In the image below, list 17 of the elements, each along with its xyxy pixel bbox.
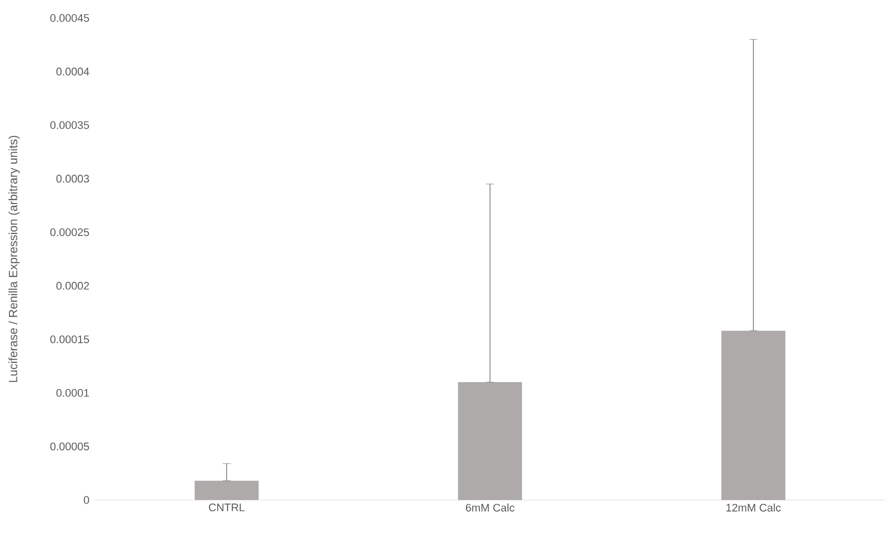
y-tick-label: 0 (84, 496, 90, 504)
y-tick-label: 0.0002 (56, 282, 89, 290)
y-tick-label: 0.0004 (56, 68, 90, 76)
y-tick-label: 0.00045 (50, 14, 90, 22)
bar (721, 330, 786, 500)
y-axis-title: Luciferase / Renilla Expression (arbitrary units) (8, 136, 20, 382)
y-tick-label: 0.00005 (50, 442, 90, 450)
bar (194, 480, 259, 500)
y-tick-label: 0.0001 (56, 389, 89, 397)
bar (458, 382, 522, 500)
y-tick-label: 0.00015 (50, 335, 90, 344)
y-tick-label: 0.0003 (56, 174, 89, 183)
x-tick-label: 6mM Calc (466, 504, 514, 512)
y-tick-label: 0.00035 (50, 121, 90, 129)
x-tick-label: 12mM Calc (726, 504, 781, 512)
x-tick-label: CNTRL (208, 504, 245, 512)
y-tick-label: 0.00025 (50, 228, 90, 236)
